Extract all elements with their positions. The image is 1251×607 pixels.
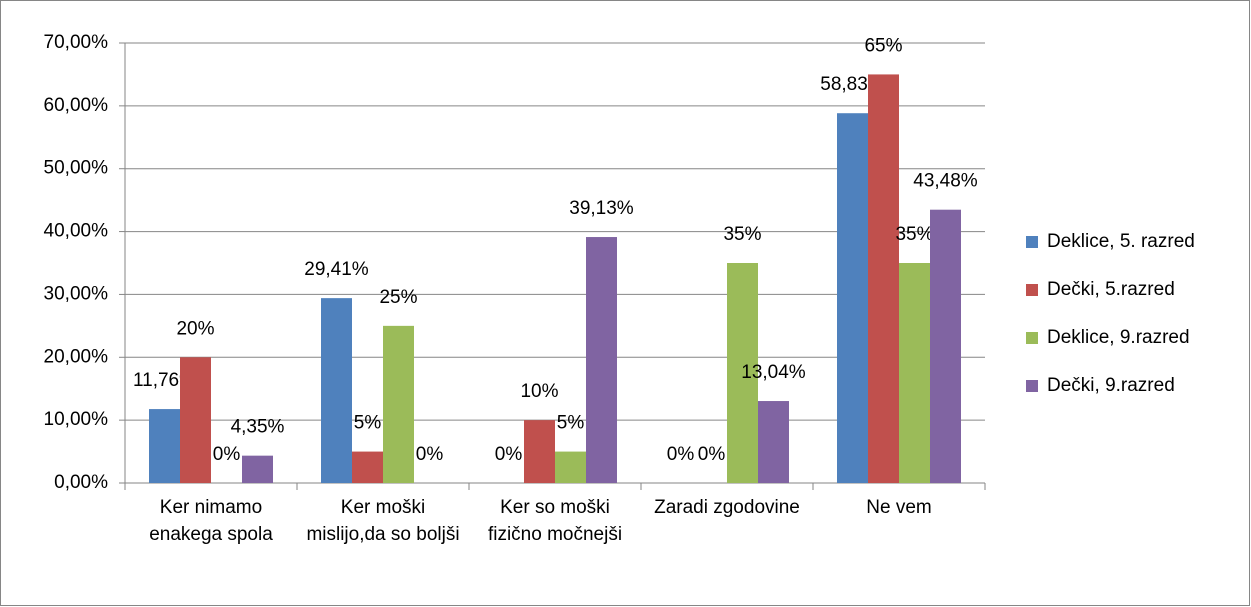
bar (321, 298, 352, 483)
data-label: 5% (354, 413, 382, 434)
x-tick-label: Ker nimamo enakega spola (149, 497, 273, 545)
data-label: 29,41% (304, 259, 369, 280)
legend-swatch (1026, 236, 1038, 248)
data-label: 43,48% (913, 171, 978, 192)
y-tick-label: 60,00% (44, 95, 109, 116)
bar (727, 263, 758, 483)
bar (524, 420, 555, 483)
data-label: 0% (213, 444, 241, 465)
bar (383, 325, 414, 483)
data-label: 4,35% (231, 417, 285, 438)
bar (868, 74, 899, 483)
bar (758, 401, 789, 483)
y-tick-label: 30,00% (44, 283, 109, 304)
x-tick-label: Ker so moški fizično močnejši (487, 497, 623, 545)
y-tick-label: 70,00% (44, 32, 109, 53)
y-tick-label: 20,00% (44, 346, 109, 367)
y-tick-label: 0,00% (54, 472, 108, 493)
legend-swatch (1026, 380, 1038, 392)
data-label: 35% (895, 224, 933, 245)
data-label: 0% (667, 444, 695, 465)
bar (930, 209, 961, 483)
y-tick-label: 10,00% (44, 409, 109, 430)
legend-label: Dečki, 9.razred (1047, 375, 1175, 396)
y-tick-label: 40,00% (44, 221, 109, 242)
bar (586, 237, 617, 483)
x-tick-label: Ne vem (866, 497, 932, 518)
bar (242, 455, 273, 483)
data-label: 0% (416, 444, 444, 465)
data-label: 13,04% (741, 362, 806, 383)
data-label: 0% (495, 444, 523, 465)
bar (180, 357, 211, 483)
data-label: 20% (176, 318, 214, 339)
legend-swatch (1026, 284, 1038, 296)
bar (899, 263, 930, 483)
legend-label: Deklice, 5. razred (1047, 231, 1195, 252)
bar (837, 113, 868, 483)
legend-swatch (1026, 332, 1038, 344)
data-label: 0% (698, 444, 726, 465)
data-label: 35% (723, 224, 761, 245)
x-tick-label: Ker moški mislijo,da so boljši (306, 497, 460, 545)
bar (149, 409, 180, 483)
x-tick-label: Zaradi zgodovine (654, 497, 800, 518)
bar (352, 451, 383, 483)
y-tick-label: 50,00% (44, 158, 109, 179)
data-label: 10% (520, 381, 558, 402)
legend-label: Dečki, 5.razred (1047, 279, 1175, 300)
data-label: 5% (557, 413, 585, 434)
legend-label: Deklice, 9.razred (1047, 327, 1190, 348)
data-label: 65% (864, 35, 902, 56)
data-label: 25% (379, 287, 417, 308)
bar (555, 451, 586, 483)
data-label: 39,13% (569, 198, 634, 219)
